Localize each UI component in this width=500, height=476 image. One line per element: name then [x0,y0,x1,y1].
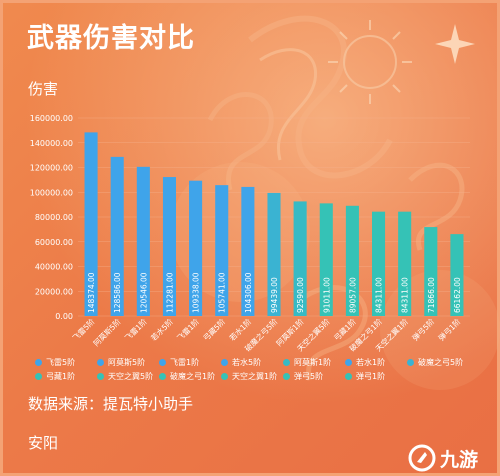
bar-value-label: 109338.00 [192,272,201,313]
x-tick-label: 弹弓1阶 [436,316,463,343]
x-tick-label: 若水1阶 [227,316,254,343]
bar [110,156,124,316]
legend-item: 阿莫斯5阶 [97,357,159,368]
bar [450,234,464,316]
x-tick-label: 飞雷1阶 [175,316,202,343]
bar [136,166,150,316]
bar-value-label: 99439.00 [270,277,279,313]
bar [372,211,386,316]
legend-item: 天空之翼1阶 [221,371,283,382]
legend-item: 若水1阶 [345,357,407,368]
legend-swatch [407,359,414,366]
legend-swatch [35,373,42,380]
legend-label: 破魔之弓1阶 [170,372,216,381]
chart-legend: 飞雷5阶 阿莫斯5阶 飞雷1阶 若水5阶 阿莫斯1阶 若水1阶 破魔之弓5阶弓藏1阶 天空之翼… [35,357,475,382]
legend-label: 阿莫斯1阶 [294,358,332,367]
legend-label: 天空之翼5阶 [108,372,154,381]
bar-value-label: 128586.00 [113,272,122,313]
bar [267,192,281,316]
legend-item: 破魔之弓1阶 [159,371,221,382]
legend-swatch [345,373,352,380]
legend-swatch [159,373,166,380]
city-label: 安阳 [28,434,59,452]
legend-item: 飞雷1阶 [159,357,221,368]
watermark: 九游 [408,444,478,472]
legend-swatch [345,359,352,366]
y-tick-label: 80000.00 [35,213,73,222]
legend-label: 破魔之弓5阶 [418,358,464,367]
bar [189,180,203,316]
y-tick-label: 140000.00 [30,139,73,148]
y-axis-label: 伤害 [28,80,59,98]
bar [241,186,255,316]
bar [293,201,307,316]
legend-label: 天空之翼1阶 [232,372,278,381]
bar-value-label: 84311.00 [375,277,384,313]
x-tick-label: 弹弓5阶 [410,316,437,343]
legend-item: 弹弓1阶 [345,371,407,382]
legend-item: 飞雷5阶 [35,357,97,368]
legend-label: 飞雷1阶 [170,358,200,367]
bar-value-label: 105741.00 [218,272,227,313]
legend-item: 破魔之弓5阶 [407,357,469,368]
legend-item: 弓藏1阶 [35,371,97,382]
bar-value-label: 84311.00 [401,277,410,313]
legend-label: 若水5阶 [232,358,262,367]
x-tick-label: 弓藏1阶 [331,316,358,343]
legend-swatch [97,373,104,380]
bar-value-label: 91011.00 [322,277,331,313]
bar-value-label: 120546.00 [139,272,148,313]
legend-item: 弹弓5阶 [283,371,345,382]
x-tick-label: 飞雷1阶 [122,316,149,343]
bar [215,185,229,316]
y-tick-label: 100000.00 [30,188,73,197]
bar [398,211,412,316]
y-tick-label: 160000.00 [30,114,73,123]
bar [424,227,438,316]
legend-label: 弹弓1阶 [356,372,386,381]
bar-value-label: 92590.00 [296,277,305,313]
bar-value-label: 71866.00 [427,277,436,313]
bar [162,177,176,316]
bar [319,203,333,316]
legend-label: 弹弓5阶 [294,372,324,381]
chart-title: 武器伤害对比 [27,23,195,54]
bar-value-label: 89057.00 [348,277,357,313]
legend-label: 若水1阶 [356,358,386,367]
bar-value-label: 66162.00 [453,277,462,313]
legend-label: 弓藏1阶 [46,372,76,381]
bar-value-label: 104306.00 [244,272,253,313]
x-tick-label: 若水5阶 [149,316,176,343]
bar [345,205,359,316]
x-tick-label: 阿莫斯5阶 [91,316,123,348]
legend-swatch [283,373,290,380]
bar-value-label: 148374.00 [87,272,96,313]
legend-swatch [35,359,42,366]
legend-label: 飞雷5阶 [46,358,76,367]
x-tick-label: 弓藏5阶 [201,316,228,343]
legend-item: 天空之翼5阶 [97,371,159,382]
legend-swatch [159,359,166,366]
legend-item: 阿莫斯1阶 [283,357,345,368]
data-source-note: 数据来源：提瓦特小助手 [28,395,194,413]
watermark-text: 九游 [440,448,479,471]
y-tick-label: 60000.00 [35,238,73,247]
legend-label: 阿莫斯5阶 [108,358,146,367]
y-tick-label: 20000.00 [35,287,73,296]
x-tick-label: 飞雷5阶 [70,316,97,343]
legend-swatch [283,359,290,366]
y-tick-label: 40000.00 [35,263,73,272]
jiuyou-logo-icon [408,444,436,472]
legend-item: 若水5阶 [221,357,283,368]
legend-swatch [97,359,104,366]
y-tick-label: 120000.00 [30,164,73,173]
legend-swatch [221,359,228,366]
legend-swatch [221,373,228,380]
y-tick-label: 0.00 [55,312,73,321]
bar-value-label: 112281.00 [165,272,174,313]
bar [84,132,98,316]
